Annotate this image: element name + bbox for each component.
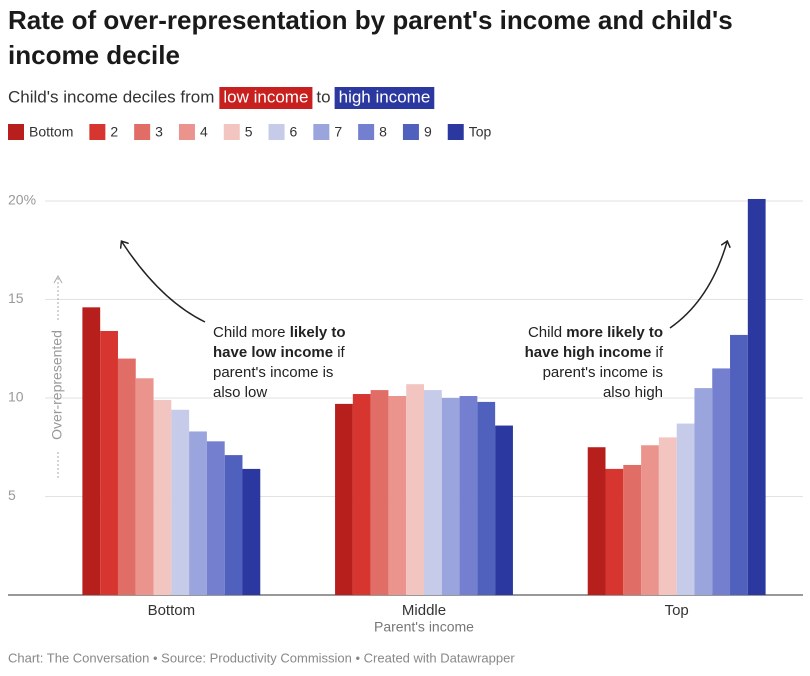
bar	[242, 468, 261, 595]
bar	[224, 455, 243, 595]
annotation: Child more likely to	[528, 324, 663, 341]
legend-label: 4	[200, 124, 208, 140]
legend-swatch	[268, 124, 285, 140]
bar	[676, 423, 695, 595]
y-tick-label: 10	[8, 389, 24, 405]
legend-label: 6	[290, 124, 298, 140]
bar	[477, 401, 496, 595]
annotation: have high income if	[525, 344, 664, 361]
chart-title: Rate of over-representation by parent's …	[8, 5, 733, 35]
y-tick-label: 5	[8, 487, 16, 503]
subtitle-text: to	[316, 87, 330, 106]
legend-swatch	[223, 124, 240, 140]
subtitle-highlight: low income	[223, 87, 308, 106]
annotation: also high	[603, 384, 663, 401]
x-axis-title: Parent's income	[374, 619, 474, 635]
bar	[335, 403, 353, 595]
legend-swatch	[89, 124, 106, 140]
bar	[694, 388, 713, 595]
annotation-text: if	[651, 344, 664, 361]
legend-swatch	[134, 124, 151, 140]
bar	[424, 390, 442, 595]
legend-label: 5	[245, 124, 253, 140]
bar	[459, 396, 478, 595]
bar	[189, 431, 207, 595]
annotation-text: also low	[213, 384, 267, 401]
legend-label: Top	[469, 124, 492, 140]
bar	[747, 198, 766, 596]
bar	[171, 409, 190, 595]
bar	[441, 397, 460, 595]
legend-label: 7	[334, 124, 342, 140]
bar	[406, 384, 424, 595]
annotation-text: likely to	[290, 324, 346, 341]
bar	[206, 441, 225, 595]
annotation-arrow	[669, 242, 727, 329]
bar	[352, 394, 371, 595]
annotation-text: if	[333, 344, 346, 361]
subtitle-text: Child's income deciles from	[8, 87, 214, 106]
annotation-arrow	[122, 242, 206, 323]
legend-swatch	[447, 124, 464, 140]
annotation-text: more likely to	[566, 324, 663, 341]
legend-swatch	[8, 124, 24, 140]
legend-label: 2	[110, 124, 118, 140]
annotation: also low	[213, 384, 267, 401]
plot: 5 10 15 20% Bottom Middle Top	[8, 192, 803, 619]
annotation: have low income if	[213, 344, 346, 361]
x-tick-label: Bottom	[148, 602, 196, 619]
legend: Bottom 2 3 4 5 6 7 8 9 Top	[8, 124, 492, 140]
x-tick-label: Top	[665, 602, 689, 619]
bar	[388, 396, 407, 595]
y-axis-decoration	[53, 274, 63, 284]
x-tick-label: Middle	[402, 602, 446, 619]
annotation: Child more likely to	[213, 324, 346, 341]
bar	[641, 445, 659, 595]
subtitle-highlight: high income	[339, 87, 431, 106]
legend-swatch	[358, 124, 375, 140]
legend-swatch	[313, 124, 330, 140]
bar	[100, 330, 118, 595]
bar	[82, 307, 101, 595]
subtitle: Child's income deciles from low income to h…	[8, 87, 435, 109]
bar	[730, 334, 748, 595]
bar	[135, 378, 154, 595]
bar	[153, 399, 172, 595]
annotation-text: parent's income is	[543, 364, 663, 381]
annotation-text: have low income	[213, 344, 333, 361]
subtitle-badge	[334, 87, 435, 109]
bar	[495, 425, 513, 595]
bar	[117, 358, 136, 595]
annotation-text: parent's income is	[213, 364, 333, 381]
annotation-text: have high income	[525, 344, 652, 361]
y-axis-title: Over-represented	[49, 330, 65, 440]
legend-label: Bottom	[29, 124, 73, 140]
bar	[370, 390, 389, 595]
legend-swatch	[402, 124, 419, 140]
legend-label: 3	[155, 124, 163, 140]
subtitle-badge	[219, 87, 313, 109]
bar	[658, 437, 677, 595]
bar	[605, 468, 624, 595]
legend-label: 9	[424, 124, 432, 140]
annotation-text: Child	[528, 324, 566, 341]
chart-title: income decile	[8, 40, 180, 70]
bar	[623, 464, 642, 595]
bar	[712, 368, 731, 595]
legend-label: 8	[379, 124, 387, 140]
y-tick-label: 15	[8, 290, 24, 306]
annotation-text: Child more	[213, 324, 290, 341]
footer: Chart: The Conversation • Source: Produc…	[8, 650, 515, 665]
legend-swatch	[178, 124, 195, 140]
bar	[587, 447, 606, 595]
y-tick-label: 20%	[8, 192, 36, 208]
annotation-text: also high	[603, 384, 663, 401]
annotation: parent's income is	[543, 364, 663, 381]
annotation: parent's income is	[213, 364, 333, 381]
